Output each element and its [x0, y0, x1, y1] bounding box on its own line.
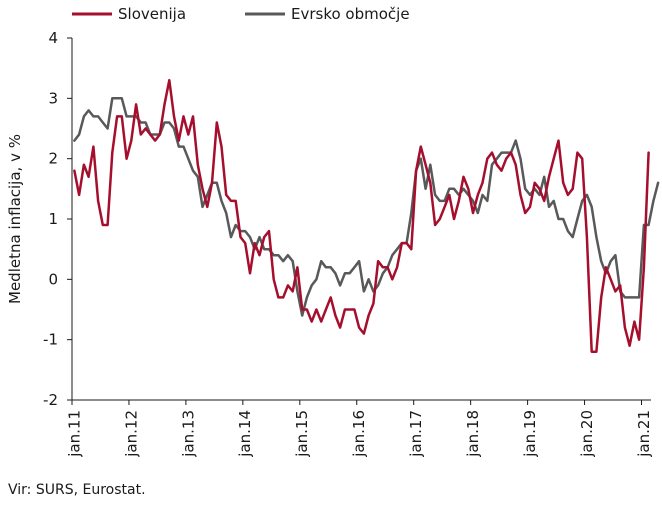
y-tick-label: 1	[48, 210, 58, 228]
x-tick-label: jan.15	[293, 410, 311, 458]
y-tick-label: 2	[48, 150, 58, 168]
x-tick-label: jan.11	[65, 410, 83, 458]
x-tick-label: jan.20	[578, 410, 596, 458]
x-tick-label: jan.21	[635, 410, 653, 458]
series-line	[73, 78, 650, 353]
series-lines	[73, 78, 660, 353]
x-tick-label: jan.18	[464, 410, 482, 458]
x-tick-label: jan.16	[350, 410, 368, 458]
x-tick-label: jan.14	[236, 410, 254, 458]
axes: 4 3 2 1 0 -1 -2 jan.11 jan.12 jan.13 jan.14 jan.15 j…	[6, 29, 653, 458]
legend-label: Evrsko območje	[291, 5, 410, 23]
x-tick-label: jan.13	[179, 410, 197, 458]
line-chart: Slovenija Evrsko območje 4 3 2 1 0 -1 -2 jan.11 j…	[6, 5, 660, 458]
y-axis-label: Medletna inflacija, v %	[6, 134, 24, 304]
y-tick-label: -1	[43, 331, 58, 349]
x-tick-label: jan.19	[521, 410, 539, 458]
y-tick-label: 0	[48, 270, 58, 288]
legend: Slovenija Evrsko območje	[72, 5, 410, 23]
source-note: Vir: SURS, Eurostat.	[8, 482, 146, 498]
x-tick-label: jan.17	[407, 410, 425, 458]
series-line	[73, 97, 660, 317]
y-tick-label: -2	[43, 391, 58, 409]
y-tick-label: 4	[48, 29, 58, 47]
x-tick-label: jan.12	[122, 410, 140, 458]
legend-label: Slovenija	[118, 5, 186, 23]
y-tick-label: 3	[48, 89, 58, 107]
